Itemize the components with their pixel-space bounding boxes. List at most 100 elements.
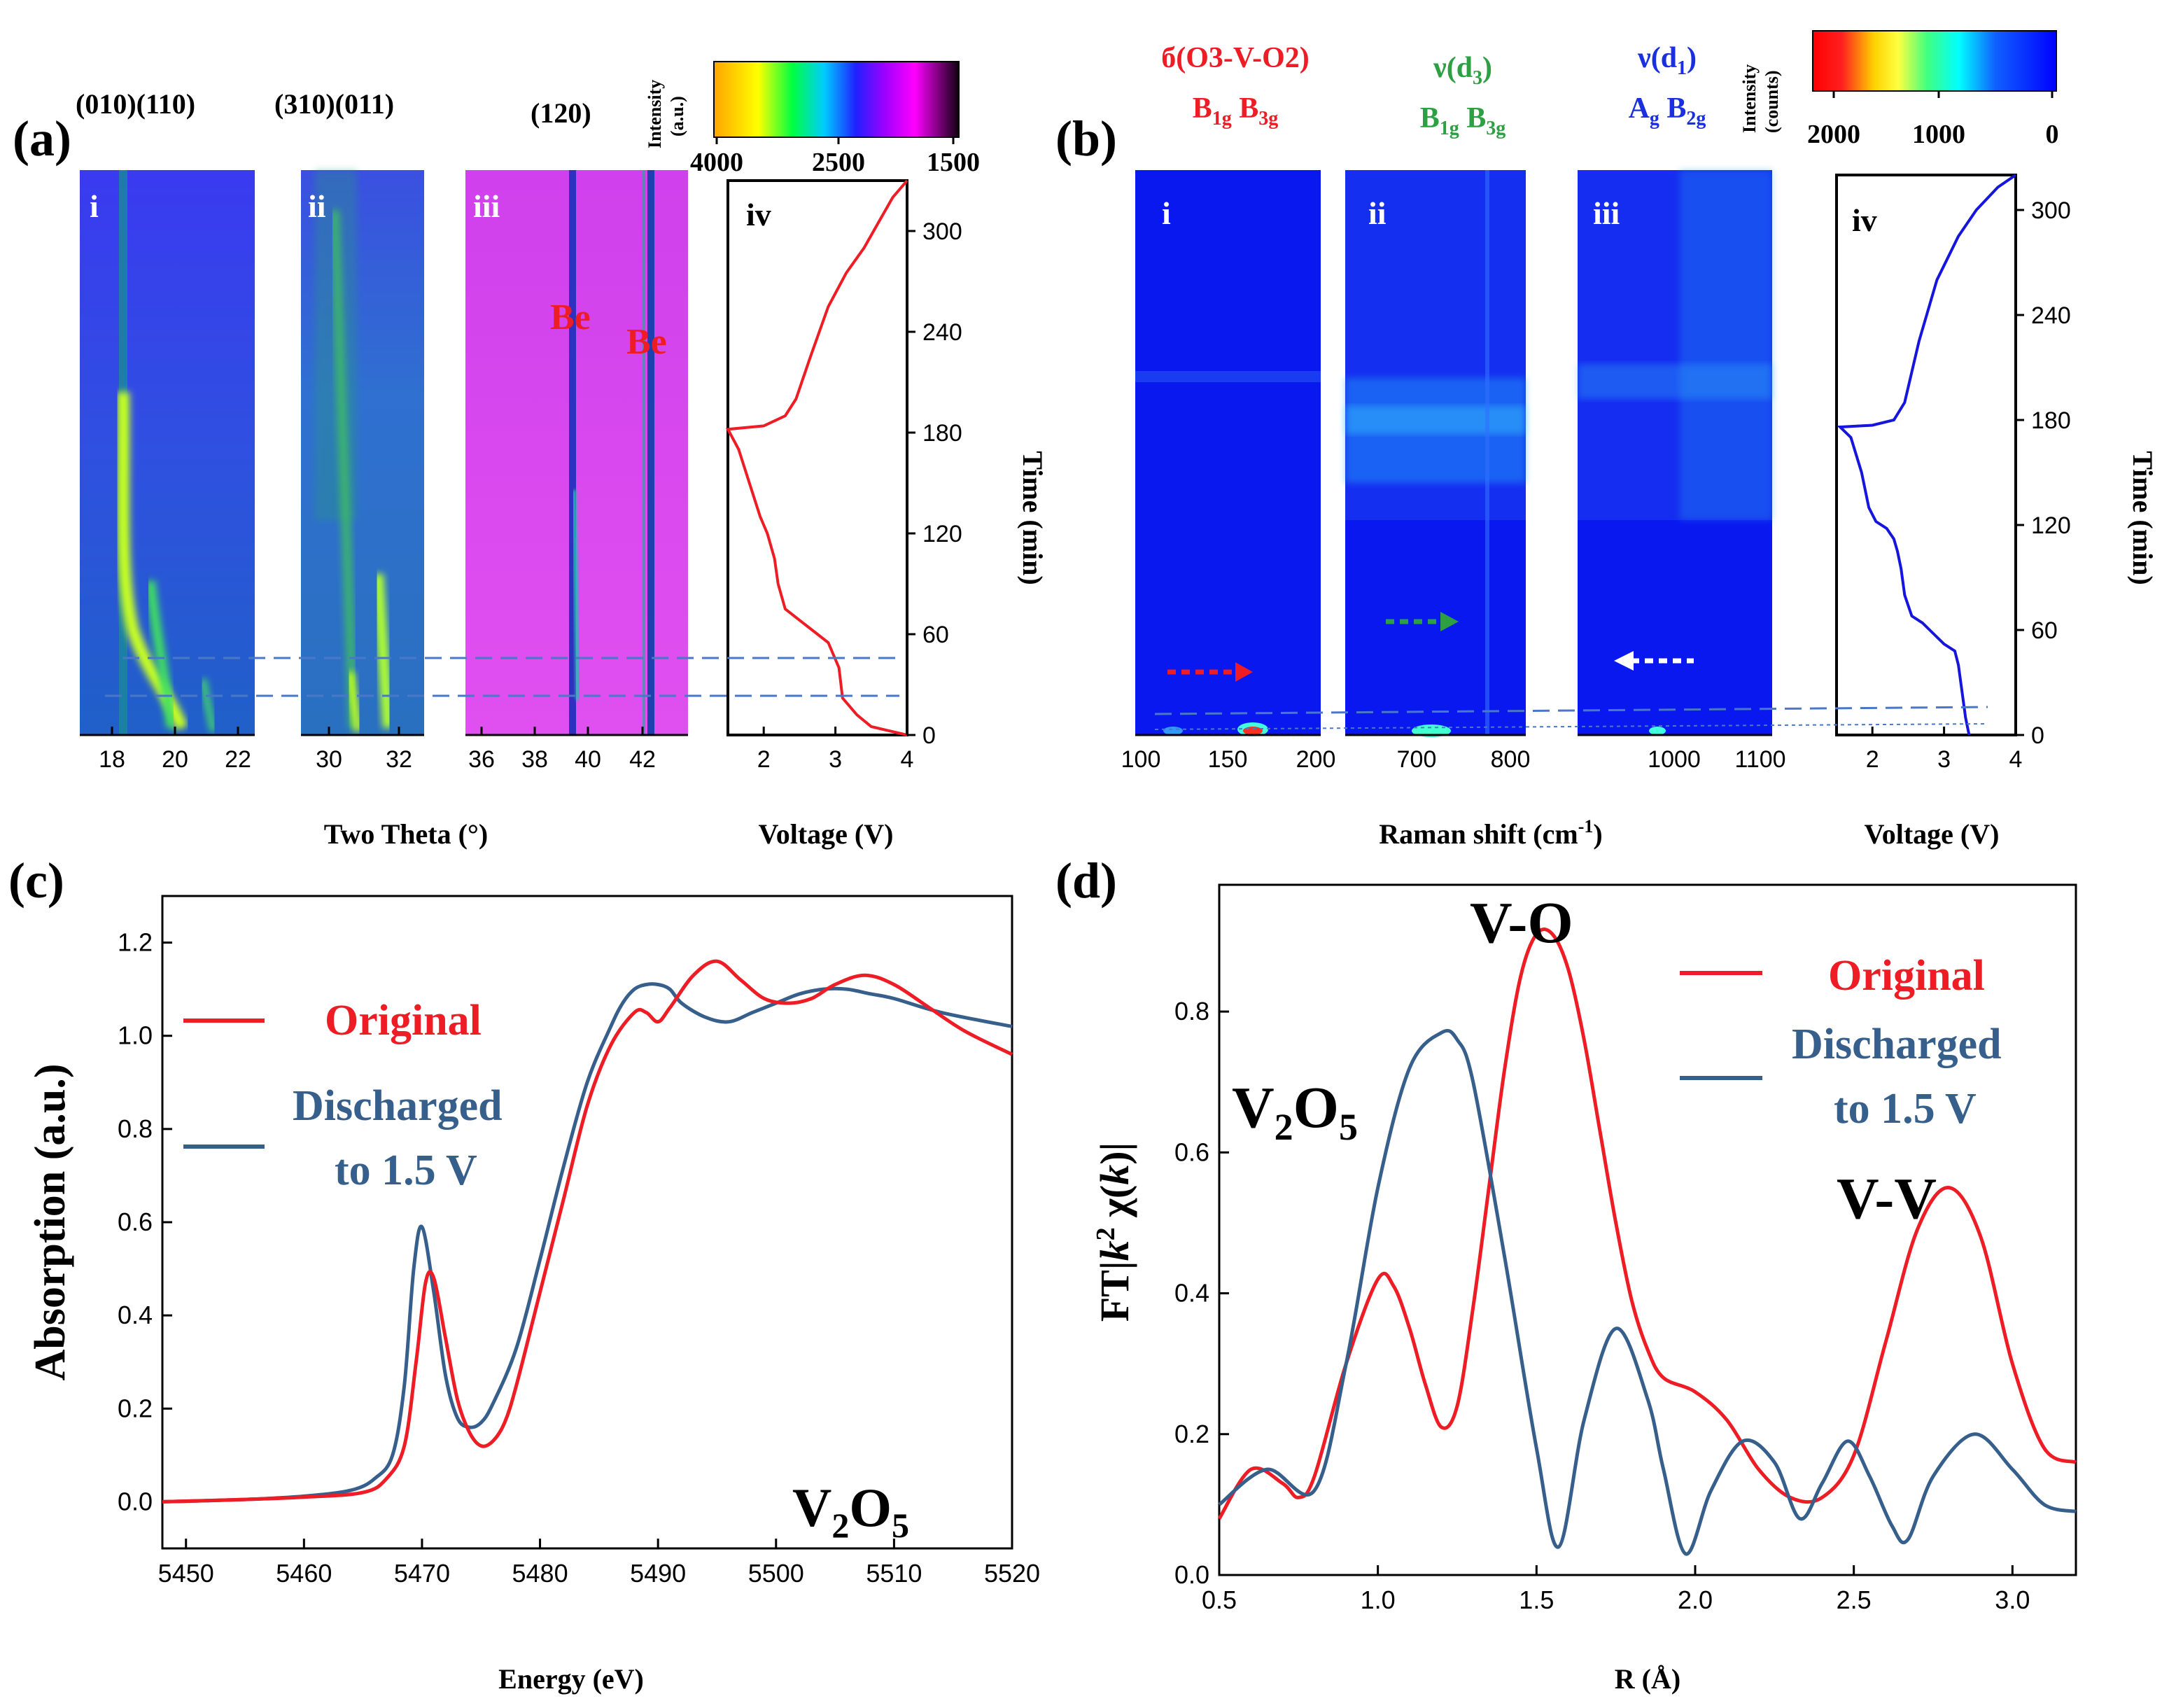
- ytick-label: 0.8: [118, 1114, 153, 1143]
- plot-frame-d: [1218, 883, 2077, 1576]
- panel-d-letter: (d): [1055, 853, 1117, 909]
- mode-name: ν(d3): [1433, 52, 1492, 89]
- axes-d: 0.5 1.0 1.5 2.0 2.5 3.0 0.0 0.2 0.4 0.6 0.8: [1174, 997, 2030, 1614]
- ytick-label: 60: [922, 622, 949, 648]
- xticks-a-ii: 30 32: [316, 727, 412, 773]
- dotted-guide: [1154, 723, 1988, 730]
- xtick-label: 2.5: [1837, 1586, 1872, 1614]
- ytick-label: 1.0: [118, 1021, 153, 1050]
- xtick-label: 4: [2009, 746, 2023, 773]
- ylabel-c: Absorption (a.u.): [27, 1063, 74, 1380]
- xtick-label: 2: [757, 746, 771, 773]
- raman-heatmap-iii: iii 1000 1100: [1578, 170, 1786, 773]
- colorbar-b: Intensity (counts) 2000 1000 0: [1739, 30, 2059, 149]
- ylabel-d: FT|k2 χ(k)|: [1091, 1142, 1137, 1322]
- voltage-ticks-b: 2 3 4: [1866, 727, 2023, 773]
- xticks-a-i: 18 20 22: [99, 727, 251, 773]
- xtick-label: 5460: [276, 1559, 332, 1588]
- sub-label-b-i: i: [1162, 195, 1171, 231]
- ytick-label: 120: [922, 521, 962, 547]
- panel-a: (a) (010)(110) (310)(011) (120) Intensit…: [13, 61, 1048, 850]
- arrow-head: [1440, 612, 1459, 631]
- xtick-label: 1000: [1648, 746, 1701, 773]
- colorbar-b-unit: (counts): [1762, 70, 1782, 133]
- xtick-label: 2: [1866, 746, 1879, 773]
- peak-label-iii: (120): [531, 97, 591, 129]
- panel-d: (d) 0.5 1.0 1.5 2.0 2.5 3.0 0.0 0.2 0.4 0.6 0.8 FT…: [1055, 853, 2077, 1695]
- legend-label-discharged-2: to 1.5 V: [335, 1147, 477, 1194]
- xtick-label: 1100: [1734, 746, 1785, 773]
- xrd-heatmap-i: i 18 20 22: [80, 170, 255, 773]
- series-line-discharged: [162, 982, 1013, 1504]
- xtick-label: 5470: [394, 1559, 450, 1588]
- xtick-label: 36: [468, 746, 495, 773]
- sub-label-a-i: i: [90, 188, 99, 224]
- xlabel-d: R (Å): [1615, 1663, 1680, 1695]
- xtick-label: 1.5: [1519, 1586, 1554, 1614]
- voltage-ticks-a: 2 3 4: [757, 727, 913, 773]
- annotation-v-o: V-O: [1470, 890, 1573, 955]
- colorbar-b-tick: 1000: [1912, 120, 1965, 149]
- mode-label-iii: ν(d1) Ag B2g: [1629, 42, 1706, 130]
- colorbar-b-tick: 0: [2046, 120, 2059, 149]
- xtick-label: 5450: [158, 1559, 214, 1588]
- ytick-label: 0.4: [1174, 1279, 1209, 1308]
- arrow-head: [1235, 662, 1253, 682]
- ytick-label: 180: [922, 420, 962, 447]
- xticks-b-i: 100 150 200: [1121, 746, 1336, 773]
- xtick-label: 18: [99, 746, 125, 773]
- legend-label-discharged: Discharged: [1792, 1021, 2002, 1068]
- colorbar-a: Intensity (a.u.) 4000 2500 1500: [645, 61, 980, 177]
- sub-label-b-iii: iii: [1593, 195, 1620, 231]
- colorbar-a-tick: 4000: [690, 148, 743, 177]
- peak-labels-i: (010)(110): [76, 88, 195, 120]
- sub-label-b-iv: iv: [1852, 202, 1877, 238]
- panel-c-letter: (c): [8, 853, 64, 909]
- mode-symmetry: Ag B2g: [1629, 92, 1706, 130]
- xtick-label: 32: [386, 746, 412, 773]
- colorbar-b-gradient: [1812, 30, 2057, 92]
- colorbar-a-title: Intensity: [645, 80, 665, 148]
- xtick-label: 22: [225, 746, 251, 773]
- ytick-label: 300: [2031, 197, 2071, 224]
- ytick-label: 0: [2031, 722, 2044, 749]
- xtick-label: 40: [575, 746, 601, 773]
- voltage-label-b: Voltage (V): [1865, 818, 2000, 850]
- xtick-label: 3: [1937, 746, 1951, 773]
- mode-name: ν(d1): [1637, 42, 1697, 79]
- colorbar-a-tick: 1500: [927, 148, 980, 177]
- xtick-label: 800: [1491, 746, 1531, 773]
- xtick-label: 700: [1397, 746, 1437, 773]
- peak-labels-ii: (310)(011): [274, 88, 394, 120]
- xtick-label: 5510: [866, 1559, 922, 1588]
- xrd-heatmap-ii: ii 30 32: [301, 170, 424, 773]
- voltage-plot-a: iv 2 3 4 0 60 120 180 240 300 Voltage (V) Time …: [725, 179, 1048, 850]
- voltage-plot-b: iv 2 3 4 0 60 120 180 240 300 Voltage (V) Time …: [1835, 174, 2159, 850]
- xtick-label: 0.5: [1202, 1586, 1237, 1614]
- time-ticks-b: 0 60 120 180 240 300: [2016, 197, 2071, 749]
- sub-label-a-iii: iii: [473, 188, 500, 224]
- compound-label-c: V2O5: [792, 1477, 909, 1545]
- panel-b-letter: (b): [1055, 111, 1117, 167]
- xticks-b-iii: 1000 1100: [1648, 746, 1785, 773]
- xticks-a-iii: 36 38 40 42: [468, 727, 656, 773]
- lines-c: [162, 959, 1013, 1504]
- mode-label-i: б(O3-V-O2) B1g B3g: [1161, 42, 1310, 130]
- xtick-label: 38: [521, 746, 548, 773]
- colorbar-a-gradient: [713, 61, 960, 138]
- mode-symmetry: B1g B3g: [1420, 102, 1506, 139]
- lines-d: [1217, 927, 2077, 1556]
- xtick-label: 5500: [748, 1559, 804, 1588]
- panel-b: (b) б(O3-V-O2) B1g B3g ν(d3) B1g B3g ν(d…: [1055, 30, 2159, 850]
- be-label: Be: [626, 322, 667, 362]
- time-ticks-a: 0 60 120 180 240 300: [907, 218, 962, 749]
- voltage-label-a: Voltage (V): [759, 818, 894, 850]
- ytick-label: 0.0: [1174, 1560, 1209, 1589]
- voltage-curve-b: [1837, 174, 2017, 736]
- ytick-label: 120: [2031, 512, 2071, 539]
- xtick-label: 20: [162, 746, 188, 773]
- xtick-label: 42: [629, 746, 656, 773]
- time-label-b: Time (min): [2127, 451, 2159, 584]
- be-label: Be: [550, 298, 591, 337]
- xlabel-c: Energy (eV): [498, 1663, 644, 1695]
